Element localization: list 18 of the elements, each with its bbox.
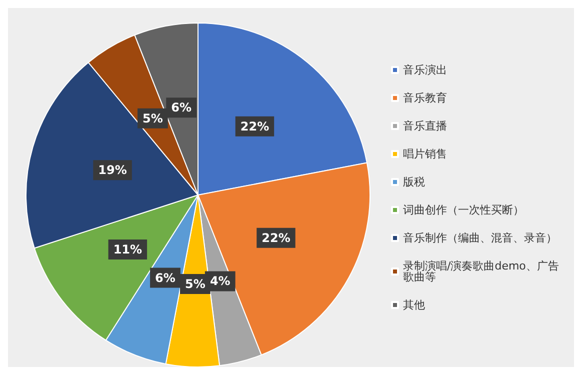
data-label: 19% xyxy=(98,163,127,178)
legend-label: 音乐直播 xyxy=(403,120,447,132)
legend-label: 音乐教育 xyxy=(403,92,447,104)
data-label: 5% xyxy=(185,276,206,291)
data-label: 11% xyxy=(113,242,142,257)
data-label: 5% xyxy=(142,111,163,126)
data-label: 4% xyxy=(210,274,230,288)
data-label: 6% xyxy=(155,270,176,285)
legend-label: 音乐制作（编曲、混音、录音） xyxy=(403,232,557,244)
legend-label: 词曲创作（一次性买断） xyxy=(403,204,524,216)
legend-label: 其他 xyxy=(403,298,425,312)
legend-label: 版税 xyxy=(403,176,425,188)
data-label: 22% xyxy=(240,119,270,134)
legend-label: 音乐演出 xyxy=(403,64,447,76)
data-label: 6% xyxy=(171,100,192,115)
legend-label: 唱片销售 xyxy=(403,148,447,160)
legend-label: 录制演唱/演奏歌曲demo、广告歌曲等 xyxy=(403,260,559,284)
data-label: 22% xyxy=(262,230,290,245)
